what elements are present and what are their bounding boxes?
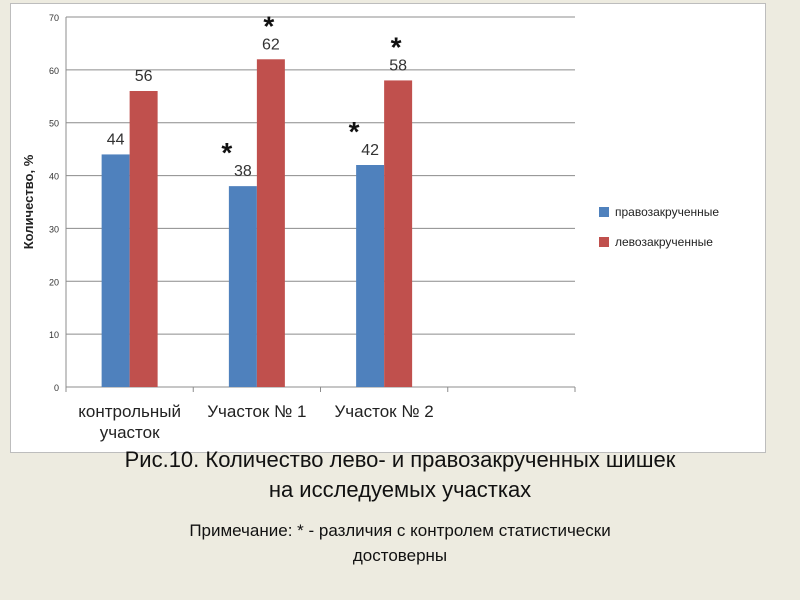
significance-marker: * — [221, 137, 232, 168]
note-line2: достоверны — [352, 546, 448, 565]
bar-chart: 0 10 20 30 40 50 60 70 Количество, % 44 56 контроль… — [21, 10, 719, 442]
y-tick-label: 30 — [49, 224, 59, 234]
figure-caption-line2: на исследуемых участках — [268, 477, 532, 502]
figure-caption-line1: Рис.10. Количество лево- и правозакручен… — [124, 447, 676, 472]
y-tick-label: 40 — [49, 172, 59, 182]
x-tick-label: контрольный — [78, 402, 181, 421]
x-tick-label: участок — [100, 423, 160, 442]
data-label: 56 — [135, 68, 153, 85]
y-tick-label: 50 — [49, 119, 59, 129]
bar-left-twisted — [129, 91, 158, 387]
significance-marker: * — [391, 31, 402, 62]
x-tick-label: Участок № 1 — [207, 402, 306, 421]
chart-panel: 0 10 20 30 40 50 60 70 Количество, % 44 56 контроль… — [10, 3, 766, 453]
bar-left-twisted — [384, 80, 413, 387]
y-axis-label: Количество, % — [21, 154, 36, 249]
y-tick-label: 60 — [49, 66, 59, 76]
bar-right-twisted — [356, 165, 385, 387]
significance-marker: * — [349, 116, 360, 147]
legend-swatch — [599, 237, 609, 247]
legend-label: правозакрученные — [615, 205, 719, 219]
y-tick-label: 20 — [49, 277, 59, 287]
note-line1: Примечание: * - различия с контролем ста… — [189, 521, 611, 540]
data-label: 44 — [107, 131, 125, 148]
legend-swatch — [599, 207, 609, 217]
data-label: 38 — [234, 163, 252, 180]
bar-left-twisted — [256, 59, 285, 388]
significance-marker: * — [263, 10, 274, 41]
y-tick-label: 70 — [49, 13, 59, 23]
data-label: 42 — [361, 142, 379, 159]
data-label: 62 — [262, 36, 280, 53]
bar-right-twisted — [228, 186, 257, 387]
y-tick-label: 0 — [54, 383, 59, 393]
y-tick-label: 10 — [49, 330, 59, 340]
x-tick-label: Участок № 2 — [335, 402, 434, 421]
data-label: 58 — [389, 57, 407, 74]
legend-label: левозакрученные — [615, 235, 713, 249]
bar-right-twisted — [101, 154, 130, 387]
